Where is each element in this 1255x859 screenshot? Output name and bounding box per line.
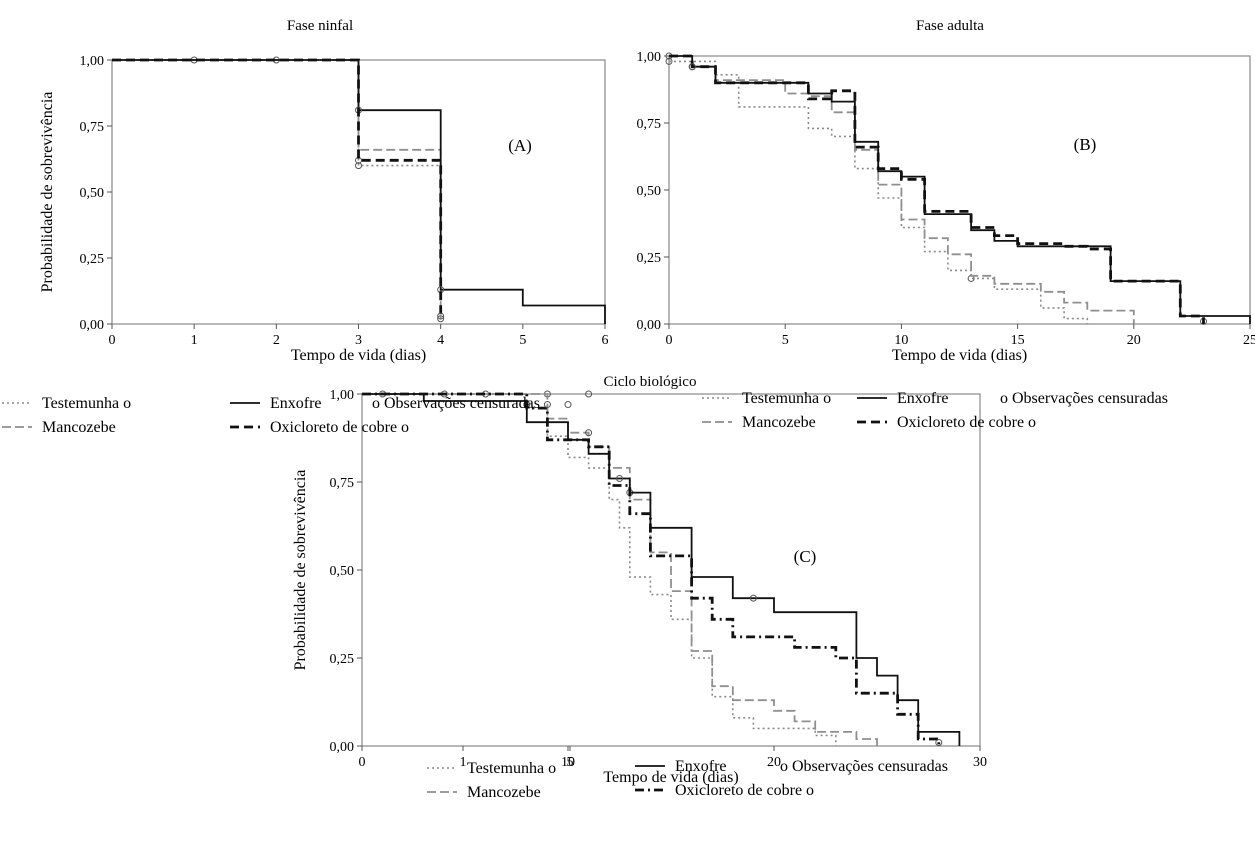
- y-axis-label: Probabilidade de sobrevivência: [39, 92, 56, 293]
- series-line-enxofre: [669, 55, 1251, 324]
- chart-title: Fase ninfal: [287, 18, 353, 34]
- x-tick-label: 0: [109, 333, 116, 348]
- y-tick-label: 1,00: [330, 388, 355, 403]
- chart-title: Ciclo biológico: [604, 374, 697, 390]
- legend-label: Enxofre: [675, 758, 727, 775]
- legend-2: Testemunha o Mancozebe Enxofre Oxicloreto d…: [702, 390, 1168, 431]
- y-tick-label: 0,25: [637, 251, 662, 266]
- x-tick-label: 5: [567, 755, 574, 770]
- y-tick-label: 0,75: [330, 476, 355, 491]
- x-axis-label: Tempo de vida (dias): [892, 347, 1027, 364]
- x-tick-label: 4: [437, 333, 444, 348]
- censored-marker: [616, 474, 623, 482]
- x-tick-label: 1: [460, 755, 467, 770]
- x-tick-label: 20: [767, 755, 781, 770]
- panel-label: (B): [1074, 135, 1097, 154]
- legend-label: o Observações censuradas: [372, 395, 540, 412]
- chart-panel-a: Fase ninfal (A) 0,00 0,25 0,50 0,75 1,00 0 1 2 3 4 5…: [39, 18, 609, 364]
- y-tick-label: 0,75: [637, 117, 662, 132]
- x-tick-label: 15: [1011, 333, 1025, 348]
- chart-panel-c: Ciclo biológico (C) 0,00 0,25 0,50 0,75 1,00 0 1…: [292, 374, 987, 786]
- series-line-testemunha: [112, 59, 442, 319]
- panel-label: (C): [794, 547, 817, 566]
- legend-label: Testemunha o: [42, 395, 131, 412]
- series-line-mancozebe: [669, 55, 1135, 324]
- x-tick-label: 6: [602, 333, 609, 348]
- series-line-mancozebe: [362, 393, 878, 746]
- x-tick-label: 10: [894, 333, 908, 348]
- legend-label: Mancozebe: [467, 784, 541, 801]
- chart-title: Fase adulta: [916, 18, 984, 34]
- censored-marker: [688, 63, 696, 71]
- censored-marker: [355, 162, 362, 170]
- y-tick-label: 0,00: [637, 318, 662, 333]
- x-tick-label: 3: [355, 333, 362, 348]
- censored-marker: [564, 401, 572, 409]
- x-tick-label: 5: [782, 333, 789, 348]
- series-line-oxicloreto-de-cobre: [112, 58, 443, 319]
- x-tick-label: 0: [359, 755, 366, 770]
- plot-frame: [668, 55, 1251, 325]
- x-tick-label: 20: [1127, 333, 1141, 348]
- legend-1: Testemunha o Mancozebe Enxofre Oxicloreto d…: [2, 395, 540, 436]
- series-line-testemunha: [669, 60, 1089, 324]
- censored-marker: [665, 57, 673, 65]
- legend-label: Oxicloreto de cobre o: [897, 414, 1036, 431]
- legend-label: Oxicloreto de cobre o: [675, 782, 814, 799]
- y-tick-label: 1,00: [80, 54, 105, 69]
- series-line-mancozebe: [112, 59, 442, 319]
- legend-label: o Observações censuradas: [780, 758, 948, 775]
- series-line-oxicloreto-de-cobre: [362, 392, 941, 746]
- y-tick-label: 0,50: [637, 184, 662, 199]
- y-tick-label: 0,00: [80, 318, 105, 333]
- censored-marker: [437, 315, 445, 323]
- x-axis-label: Tempo de vida (dias): [603, 769, 738, 786]
- y-axis-label: Probabilidade de sobrevivência: [292, 470, 309, 671]
- censored-marker: [437, 312, 445, 320]
- series-line-enxofre: [362, 393, 961, 746]
- y-tick-label: 0,50: [330, 564, 355, 579]
- legend-label: Testemunha o: [467, 760, 556, 777]
- y-tick-label: 0,75: [80, 120, 105, 135]
- legend-label: Mancozebe: [42, 419, 116, 436]
- legend-label: Oxicloreto de cobre o: [270, 419, 409, 436]
- y-tick-label: 0,00: [330, 740, 355, 755]
- y-tick-label: 1,00: [637, 50, 662, 65]
- x-tick-label: 5: [519, 333, 526, 348]
- y-tick-label: 0,50: [80, 186, 105, 201]
- x-tick-label: 30: [973, 755, 987, 770]
- legend-label: Mancozebe: [742, 414, 816, 431]
- legend-label: Testemunha o: [742, 390, 831, 407]
- censored-marker: [585, 390, 593, 398]
- legend-label: Enxofre: [270, 395, 322, 412]
- x-axis-label: Tempo de vida (dias): [291, 347, 426, 364]
- x-tick-label: 10: [561, 755, 575, 770]
- chart-panel-b: Fase adulta (B) 0,00 0,25 0,50 0,75 1,00 0 5 10 15…: [637, 18, 1255, 364]
- y-tick-label: 0,25: [330, 652, 355, 667]
- x-tick-label: 25: [1243, 333, 1255, 348]
- x-tick-label: 1: [191, 333, 198, 348]
- legend-label: Enxofre: [897, 390, 949, 407]
- censored-marker: [543, 401, 551, 409]
- series-line-oxicloreto-de-cobre: [669, 54, 1205, 324]
- y-tick-label: 0,25: [80, 252, 105, 267]
- x-tick-label: 2: [273, 333, 280, 348]
- censored-marker: [585, 429, 593, 437]
- legend-label: o Observações censuradas: [1000, 390, 1168, 407]
- series-line-enxofre: [112, 59, 606, 324]
- panel-label: (A): [508, 136, 532, 155]
- censored-marker: [749, 594, 757, 602]
- series-line-testemunha: [362, 393, 837, 746]
- legend-3: Testemunha o Mancozebe Enxofre Oxicloreto d…: [427, 758, 948, 801]
- x-tick-label: 0: [666, 333, 673, 348]
- censored-marker: [935, 738, 943, 746]
